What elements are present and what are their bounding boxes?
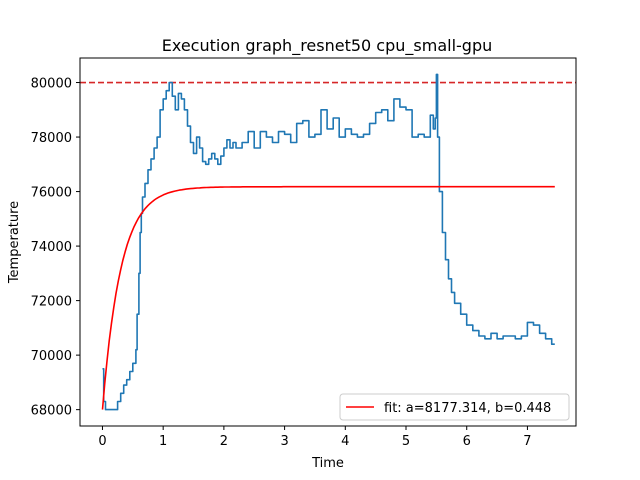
plot-area (79, 57, 577, 427)
y-tick-label: 76000 (31, 186, 72, 201)
y-tick-label: 74000 (31, 240, 72, 255)
x-tick-label: 1 (159, 434, 167, 449)
y-tick-label: 80000 (31, 77, 72, 92)
x-tick-label: 3 (280, 434, 288, 449)
y-axis-title: Temperature (7, 201, 22, 284)
y-tick-label: 72000 (31, 295, 72, 310)
axes-background (80, 58, 576, 426)
x-axis: 0 1 2 3 4 5 6 7 (98, 426, 532, 449)
x-tick-label: 2 (220, 434, 228, 449)
x-tick-label: 6 (463, 434, 471, 449)
y-tick-label: 70000 (31, 349, 72, 364)
y-axis: 68000 70000 72000 74000 76000 78000 80000 (31, 77, 80, 419)
legend-label-fit: fit: a=8177.314, b=0.448 (384, 401, 551, 416)
x-tick-label: 5 (402, 434, 410, 449)
axes-frame (79, 57, 577, 427)
y-tick-label: 78000 (31, 131, 72, 146)
legend: fit: a=8177.314, b=0.448 (339, 393, 570, 421)
x-tick-label: 4 (341, 434, 349, 449)
chart-title: Execution graph_resnet50 cpu_small-gpu (162, 36, 492, 56)
x-tick-label: 0 (98, 434, 106, 449)
series-line-fit (101, 185, 555, 410)
legend-box (339, 393, 570, 421)
series-line-temperature (102, 73, 555, 411)
x-axis-title: Time (311, 456, 344, 471)
y-tick-label: 68000 (31, 404, 72, 419)
x-tick-label: 7 (523, 434, 531, 449)
